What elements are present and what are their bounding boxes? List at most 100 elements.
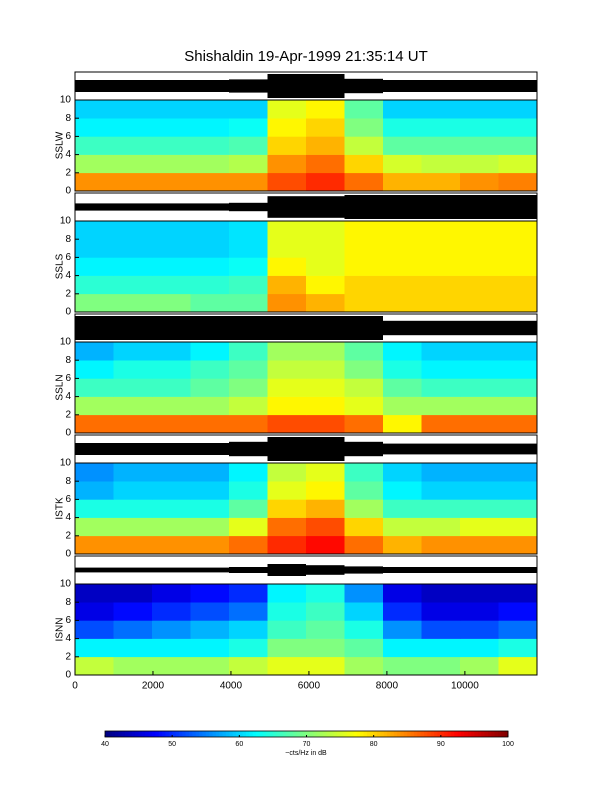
spectrogram-cell bbox=[152, 584, 191, 603]
trace-envelope bbox=[306, 196, 345, 218]
spectrogram-cell bbox=[229, 257, 268, 276]
spectrogram-cell bbox=[383, 172, 422, 192]
colorbar-tick-label: 40 bbox=[101, 741, 109, 748]
colorbar-swatch bbox=[279, 731, 284, 737]
colorbar-swatch bbox=[380, 731, 385, 737]
spectrogram-cell bbox=[229, 481, 268, 500]
colorbar-swatch bbox=[323, 731, 328, 737]
colorbar-swatch bbox=[316, 731, 321, 737]
colorbar-swatch bbox=[131, 731, 136, 737]
x-tick-label: 8000 bbox=[376, 681, 399, 692]
spectrogram-cell bbox=[229, 463, 268, 482]
colorbar-swatch bbox=[252, 731, 257, 737]
spectrogram-cell bbox=[460, 221, 499, 240]
trace-envelope bbox=[460, 320, 499, 336]
spectrogram-cell bbox=[113, 154, 153, 174]
colorbar-swatch bbox=[212, 731, 217, 737]
spectrogram-cell bbox=[460, 118, 499, 137]
spectrogram-cell bbox=[75, 396, 114, 416]
colorbar-swatch bbox=[471, 731, 475, 737]
colorbar-swatch bbox=[105, 731, 109, 737]
spectrogram-cell bbox=[229, 275, 268, 295]
spectrogram-cell bbox=[75, 239, 114, 258]
y-tick-label: 8 bbox=[65, 234, 71, 245]
spectrogram-cell bbox=[498, 239, 538, 258]
spectrogram-cell bbox=[460, 293, 499, 313]
spectrogram-cell bbox=[229, 360, 268, 379]
spectrogram-frame bbox=[74, 462, 538, 555]
spectrogram-cell bbox=[460, 342, 499, 361]
spectrogram-cell bbox=[75, 378, 114, 397]
spectrogram-cell bbox=[498, 602, 538, 621]
spectrogram-cell bbox=[190, 396, 230, 416]
colorbar-swatch bbox=[400, 731, 405, 737]
spectrogram-cell bbox=[267, 535, 307, 555]
station-label: SSLS bbox=[55, 253, 66, 279]
spectrogram-cell bbox=[267, 463, 307, 482]
spectrogram-cell bbox=[306, 638, 345, 658]
colorbar-swatch bbox=[303, 731, 307, 737]
spectrogram-cell bbox=[383, 275, 422, 295]
spectrogram-cell bbox=[421, 602, 461, 621]
colorbar-swatch bbox=[249, 731, 254, 737]
colorbar-swatch bbox=[336, 731, 341, 737]
colorbar-swatch bbox=[474, 731, 479, 737]
spectrogram-cell bbox=[306, 656, 345, 676]
colorbar-swatch bbox=[185, 731, 190, 737]
spectrogram-cell bbox=[421, 638, 461, 658]
colorbar-swatch bbox=[430, 731, 435, 737]
spectrogram-cell bbox=[190, 620, 230, 639]
spectrogram-cell bbox=[306, 378, 345, 397]
spectrogram-cell bbox=[152, 481, 191, 500]
spectrogram-cell bbox=[152, 396, 191, 416]
spectrogram-cell bbox=[190, 293, 230, 313]
spectrogram-cell bbox=[267, 118, 307, 137]
x-tick-label: 4000 bbox=[220, 681, 243, 692]
chart-title: Shishaldin 19-Apr-1999 21:35:14 UT bbox=[184, 48, 428, 65]
colorbar-swatch bbox=[350, 731, 355, 737]
spectrogram-cell bbox=[383, 535, 422, 555]
spectrogram-frame bbox=[74, 220, 538, 313]
trace-envelope bbox=[421, 567, 460, 573]
colorbar-swatch bbox=[356, 731, 361, 737]
spectrogram-cell bbox=[113, 136, 153, 155]
spectrogram-cell bbox=[383, 221, 422, 240]
colorbar-swatch bbox=[269, 731, 274, 737]
spectrogram-cell bbox=[383, 414, 422, 434]
colorbar-swatch bbox=[192, 731, 197, 737]
spectrogram-cell bbox=[498, 293, 538, 313]
colorbar-swatch bbox=[235, 731, 240, 737]
spectrogram-cell bbox=[460, 602, 499, 621]
colorbar-swatch bbox=[326, 731, 331, 737]
y-tick-label: 6 bbox=[65, 494, 71, 505]
spectrogram-cell bbox=[113, 517, 153, 537]
spectrogram-cell bbox=[498, 656, 538, 676]
colorbar-swatch bbox=[222, 731, 227, 737]
spectrogram-cell bbox=[498, 221, 538, 240]
trace-envelope bbox=[344, 316, 383, 340]
colorbar-swatch bbox=[125, 731, 130, 737]
spectrogram-cell bbox=[421, 535, 461, 555]
spectrogram-cell bbox=[421, 481, 461, 500]
spectrogram-cell bbox=[306, 100, 345, 119]
spectrogram-cell bbox=[152, 638, 191, 658]
colorbar-swatch bbox=[115, 731, 119, 737]
trace-envelope bbox=[152, 567, 191, 573]
spectrogram-cell bbox=[267, 602, 307, 621]
spectrogram-cell bbox=[306, 221, 345, 240]
y-tick-label: 2 bbox=[65, 651, 71, 662]
colorbar-swatch bbox=[266, 731, 271, 737]
spectrogram-cell bbox=[152, 360, 191, 379]
spectrogram-cell bbox=[460, 499, 499, 518]
colorbar-swatch bbox=[330, 731, 334, 737]
spectrogram-cell bbox=[113, 620, 153, 639]
spectrogram-cell bbox=[344, 656, 384, 676]
y-tick-label: 4 bbox=[65, 149, 71, 160]
colorbar-swatch bbox=[319, 731, 324, 737]
spectrogram-cell bbox=[152, 499, 191, 518]
y-tick-label: 10 bbox=[60, 95, 72, 106]
spectrogram-cell bbox=[421, 584, 461, 603]
spectrogram-cell bbox=[306, 463, 345, 482]
spectrogram-cell bbox=[306, 360, 345, 379]
trace-envelope bbox=[190, 443, 229, 455]
